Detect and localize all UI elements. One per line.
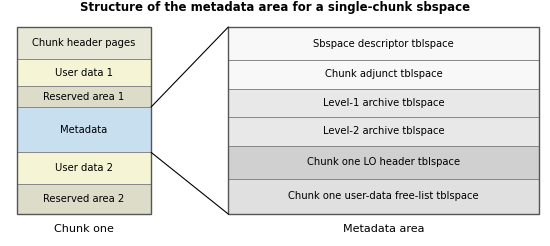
Bar <box>16 59 151 86</box>
Bar <box>16 107 151 153</box>
Bar <box>228 117 539 146</box>
Text: Chunk one LO header tblspace: Chunk one LO header tblspace <box>307 157 460 167</box>
Bar <box>16 86 151 107</box>
Bar <box>228 89 539 117</box>
Bar <box>16 27 151 214</box>
Text: User data 1: User data 1 <box>55 68 113 78</box>
Bar <box>16 153 151 184</box>
Bar <box>16 27 151 59</box>
Bar <box>228 179 539 214</box>
Bar <box>228 146 539 179</box>
Text: Structure of the metadata area for a single-chunk sbspace: Structure of the metadata area for a sin… <box>80 1 470 14</box>
Bar <box>16 184 151 214</box>
Text: Sbspace descriptor tblspace: Sbspace descriptor tblspace <box>314 39 454 49</box>
Bar <box>228 27 539 214</box>
Bar <box>228 60 539 89</box>
Text: Chunk header pages: Chunk header pages <box>32 38 135 48</box>
Text: Reserved area 1: Reserved area 1 <box>43 92 124 102</box>
Text: Reserved area 2: Reserved area 2 <box>43 194 124 204</box>
Text: Metadata area: Metadata area <box>343 224 425 234</box>
Text: User data 2: User data 2 <box>55 163 113 173</box>
Text: Chunk one user-data free-list tblspace: Chunk one user-data free-list tblspace <box>288 191 479 201</box>
Text: Chunk adjunct tblspace: Chunk adjunct tblspace <box>324 69 443 79</box>
Text: Level-2 archive tblspace: Level-2 archive tblspace <box>323 126 444 136</box>
Text: Metadata: Metadata <box>60 125 107 135</box>
Bar <box>228 27 539 60</box>
Text: Level-1 archive tblspace: Level-1 archive tblspace <box>323 98 444 108</box>
Text: Chunk one: Chunk one <box>54 224 114 234</box>
